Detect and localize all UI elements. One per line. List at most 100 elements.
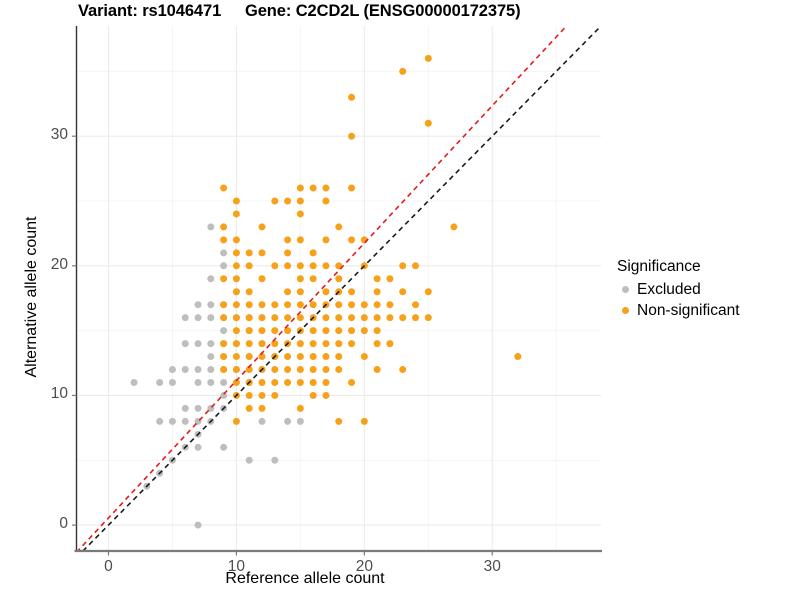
data-point [168, 417, 176, 425]
data-point [322, 378, 330, 386]
data-point [309, 301, 317, 309]
data-point [450, 223, 458, 231]
data-point [258, 301, 266, 309]
data-point [258, 275, 266, 283]
gene-title: Gene: C2CD2L (ENSG00000172375) [245, 2, 521, 20]
data-point [271, 366, 279, 374]
data-point [309, 391, 317, 399]
gridlines-major [76, 26, 601, 551]
data-point [335, 340, 343, 348]
data-point [207, 223, 215, 231]
data-point [348, 93, 356, 101]
data-point [232, 236, 240, 244]
data-point [271, 340, 279, 348]
data-point [296, 236, 304, 244]
reference-lines [76, 26, 601, 551]
data-point [296, 366, 304, 374]
data-point [232, 210, 240, 218]
data-point [360, 417, 368, 425]
data-point [156, 417, 164, 425]
data-point [245, 314, 253, 322]
data-point [258, 249, 266, 257]
data-point [232, 288, 240, 296]
legend: Significance Excluded Non-significant [617, 258, 797, 321]
data-point [348, 340, 356, 348]
data-point [296, 197, 304, 205]
data-point [181, 404, 189, 412]
x-axis-title: Reference allele count [225, 570, 385, 587]
data-point [296, 275, 304, 283]
data-point [232, 353, 240, 361]
data-point [284, 327, 292, 335]
data-point [335, 301, 343, 309]
data-point [284, 417, 292, 425]
x-tick-label: 30 [483, 558, 501, 575]
data-point [220, 236, 228, 244]
x-tick-label: 10 [227, 558, 246, 575]
data-point [245, 353, 253, 361]
y-tick-label: 10 [50, 385, 68, 403]
data-point [258, 327, 266, 335]
data-point [271, 301, 279, 309]
data-point [424, 288, 432, 296]
data-point [181, 417, 189, 425]
data-point [322, 184, 330, 192]
data-point [373, 301, 381, 309]
data-point [309, 184, 317, 192]
data-point [335, 417, 343, 425]
data-point [258, 314, 266, 322]
reference-line-identity [81, 26, 601, 551]
data-point [296, 262, 304, 270]
data-point [220, 275, 228, 283]
data-point [296, 404, 304, 412]
data-point [271, 456, 279, 464]
data-point [194, 340, 202, 348]
data-point [322, 262, 330, 270]
data-point [348, 288, 356, 296]
data-point [258, 404, 266, 412]
data-point [245, 301, 253, 309]
data-point [207, 378, 215, 386]
legend-item-excluded[interactable]: Excluded [617, 279, 797, 300]
data-point [271, 378, 279, 386]
data-point [412, 301, 420, 309]
data-point [360, 327, 368, 335]
data-point [245, 456, 253, 464]
chart-title-row: Variant: rs1046471 Gene: C2CD2L (ENSG000… [0, 0, 800, 26]
data-point [232, 197, 240, 205]
data-point [220, 223, 228, 231]
data-point [207, 301, 215, 309]
data-point [232, 340, 240, 348]
data-point [284, 236, 292, 244]
data-point [284, 378, 292, 386]
data-point [284, 288, 292, 296]
y-tick-label: 30 [50, 126, 68, 144]
data-point [322, 353, 330, 361]
data-point [271, 197, 279, 205]
data-point [194, 521, 202, 529]
data-point [207, 340, 215, 348]
y-tick-label: 0 [59, 515, 68, 533]
data-point [232, 275, 240, 283]
data-point [348, 236, 356, 244]
data-point [181, 340, 189, 348]
data-point [348, 184, 356, 192]
data-point [194, 366, 202, 374]
data-point [245, 404, 253, 412]
data-point [348, 132, 356, 140]
data-point [386, 301, 394, 309]
data-point [296, 417, 304, 425]
data-point [245, 340, 253, 348]
data-point [335, 353, 343, 361]
legend-item-non-significant[interactable]: Non-significant [617, 300, 797, 321]
data-point [309, 340, 317, 348]
data-point [309, 262, 317, 270]
data-point [373, 327, 381, 335]
data-point [322, 366, 330, 374]
data-point [322, 236, 330, 244]
data-point [284, 262, 292, 270]
data-point [348, 327, 356, 335]
data-point [284, 249, 292, 257]
data-point [399, 67, 407, 75]
